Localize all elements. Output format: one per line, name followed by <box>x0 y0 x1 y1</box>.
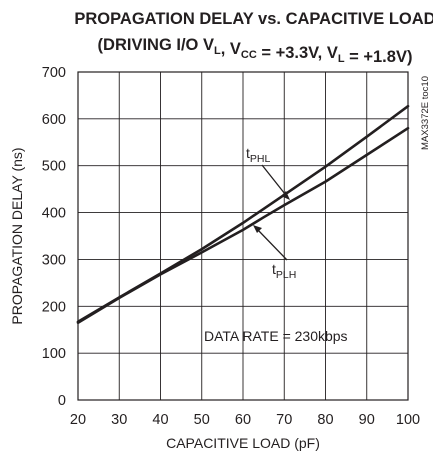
x-tick-label: 60 <box>235 412 251 428</box>
y-tick-label: 500 <box>42 159 66 175</box>
y-tick-label: 100 <box>42 346 66 362</box>
chart-title-line-1: PROPAGATION DELAY vs. CAPACITIVE LOAD <box>74 10 433 28</box>
x-axis-label: CAPACITIVE LOAD (pF) <box>166 435 320 451</box>
data-rate-annotation: DATA RATE = 230kbps <box>204 328 348 344</box>
x-tick-label: 90 <box>359 412 375 428</box>
tphl-leader <box>261 164 286 195</box>
y-tick-label: 300 <box>42 252 66 268</box>
y-tick-label: 0 <box>58 393 66 409</box>
y-tick-label: 400 <box>42 206 66 222</box>
x-tick-label: 40 <box>152 412 168 428</box>
y-tick-label: 700 <box>42 65 66 81</box>
tplh-leader-arrowhead <box>253 225 262 233</box>
x-tick-label: 30 <box>111 412 127 428</box>
chart-code: MAX3372E toc10 <box>420 76 431 150</box>
chart-title-line-2: (DRIVING I/O VL, VCC = +3.3V, VL = +1.8V… <box>98 36 413 66</box>
x-tick-label: 100 <box>396 412 420 428</box>
tplh-leader <box>256 228 288 261</box>
series-label-tphl: tPHL <box>246 145 270 165</box>
series-line-tplh <box>76 126 410 324</box>
y-tick-label: 200 <box>42 299 66 315</box>
y-tick-label: 600 <box>42 112 66 128</box>
series-layer <box>76 104 410 324</box>
grid <box>78 72 408 400</box>
plot-frame <box>77 71 409 401</box>
x-tick-label: 50 <box>194 412 210 428</box>
series-label-tplh: tPLH <box>272 261 296 281</box>
x-tick-label: 70 <box>276 412 292 428</box>
tphl-leader-arrowhead <box>281 191 290 200</box>
x-tick-label: 80 <box>317 412 333 428</box>
y-axis-label: PROPAGATION DELAY (ns) <box>9 147 25 324</box>
tick-labels: 20 30 40 50 60 70 80 90 100 0 100 200 300 400 500 600 70… <box>42 65 420 428</box>
x-tick-label: 20 <box>70 412 86 428</box>
